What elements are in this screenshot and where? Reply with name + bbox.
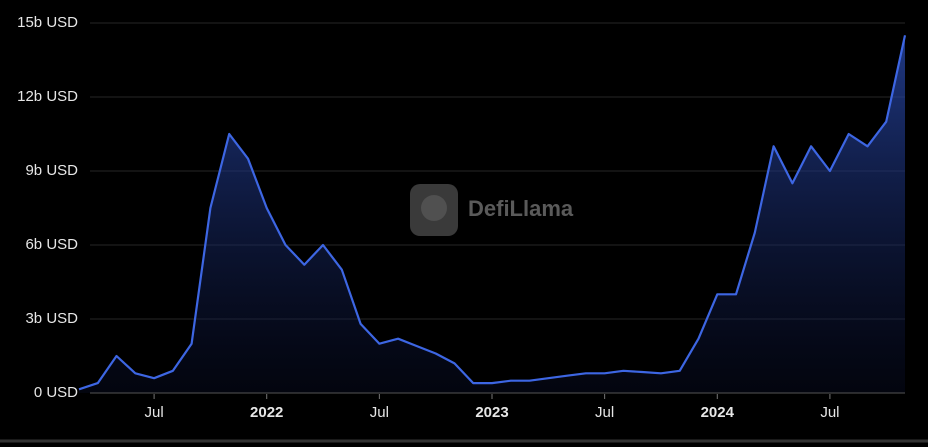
x-tick-label: Jul: [144, 404, 163, 421]
y-tick-label: 0 USD: [34, 384, 78, 401]
x-tick-label: Jul: [370, 404, 389, 421]
x-tick-label: 2024: [701, 404, 735, 421]
y-tick-label: 12b USD: [17, 88, 78, 105]
x-tick-label: 2023: [475, 404, 508, 421]
area-fill: [79, 35, 905, 394]
y-tick-label: 9b USD: [25, 162, 78, 179]
watermark: DefiLlama: [468, 196, 574, 221]
y-tick-label: 3b USD: [25, 310, 78, 327]
x-tick-label: Jul: [595, 404, 614, 421]
y-tick-label: 6b USD: [25, 236, 78, 253]
line: [78, 35, 907, 391]
watermark-logo: [410, 184, 458, 236]
x-tick-label: 2022: [250, 404, 283, 421]
y-tick-label: 15b USD: [17, 14, 78, 31]
x-tick-label: Jul: [820, 404, 839, 421]
